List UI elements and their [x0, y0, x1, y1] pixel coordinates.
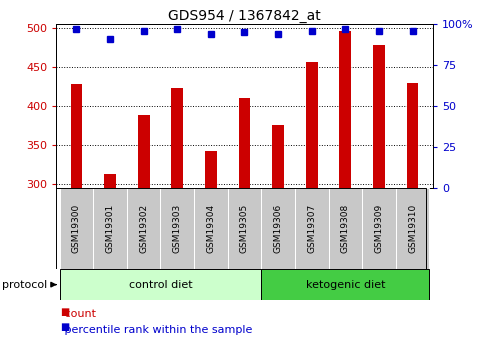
Bar	[261, 188, 294, 269]
Bar	[395, 188, 428, 269]
Bar	[70, 84, 82, 188]
Text: GSM19308: GSM19308	[340, 204, 349, 253]
Bar	[238, 98, 250, 188]
Bar	[93, 188, 126, 269]
Bar	[272, 125, 284, 188]
Title: GDS954 / 1367842_at: GDS954 / 1367842_at	[168, 9, 320, 23]
Bar	[339, 31, 350, 188]
Bar	[60, 188, 93, 269]
Text: GSM19303: GSM19303	[172, 204, 182, 253]
Text: GSM19305: GSM19305	[240, 204, 248, 253]
Text: count: count	[61, 309, 96, 319]
Bar	[138, 116, 149, 188]
Bar	[104, 174, 116, 188]
Bar	[261, 269, 428, 300]
Text: GSM19302: GSM19302	[139, 204, 148, 253]
Bar	[305, 62, 317, 188]
Bar	[126, 188, 160, 269]
Bar	[60, 269, 261, 300]
Bar	[204, 150, 216, 188]
Text: GSM19301: GSM19301	[105, 204, 114, 253]
Bar	[171, 88, 183, 188]
Bar	[194, 188, 227, 269]
Text: GSM19309: GSM19309	[374, 204, 383, 253]
Bar	[160, 188, 194, 269]
Text: GSM19304: GSM19304	[206, 204, 215, 253]
Text: percentile rank within the sample: percentile rank within the sample	[61, 325, 252, 335]
Text: ■: ■	[60, 322, 69, 332]
Text: ketogenic diet: ketogenic diet	[305, 280, 385, 289]
Text: GSM19310: GSM19310	[407, 204, 416, 253]
Bar	[372, 45, 384, 188]
Text: GSM19306: GSM19306	[273, 204, 282, 253]
Bar	[328, 188, 362, 269]
Bar	[294, 188, 328, 269]
Bar	[406, 83, 418, 188]
Text: control diet: control diet	[128, 280, 192, 289]
Text: protocol: protocol	[2, 280, 48, 289]
Bar	[227, 188, 261, 269]
Bar	[362, 188, 395, 269]
Text: GSM19307: GSM19307	[306, 204, 316, 253]
Text: ■: ■	[60, 307, 69, 317]
Text: GSM19300: GSM19300	[72, 204, 81, 253]
